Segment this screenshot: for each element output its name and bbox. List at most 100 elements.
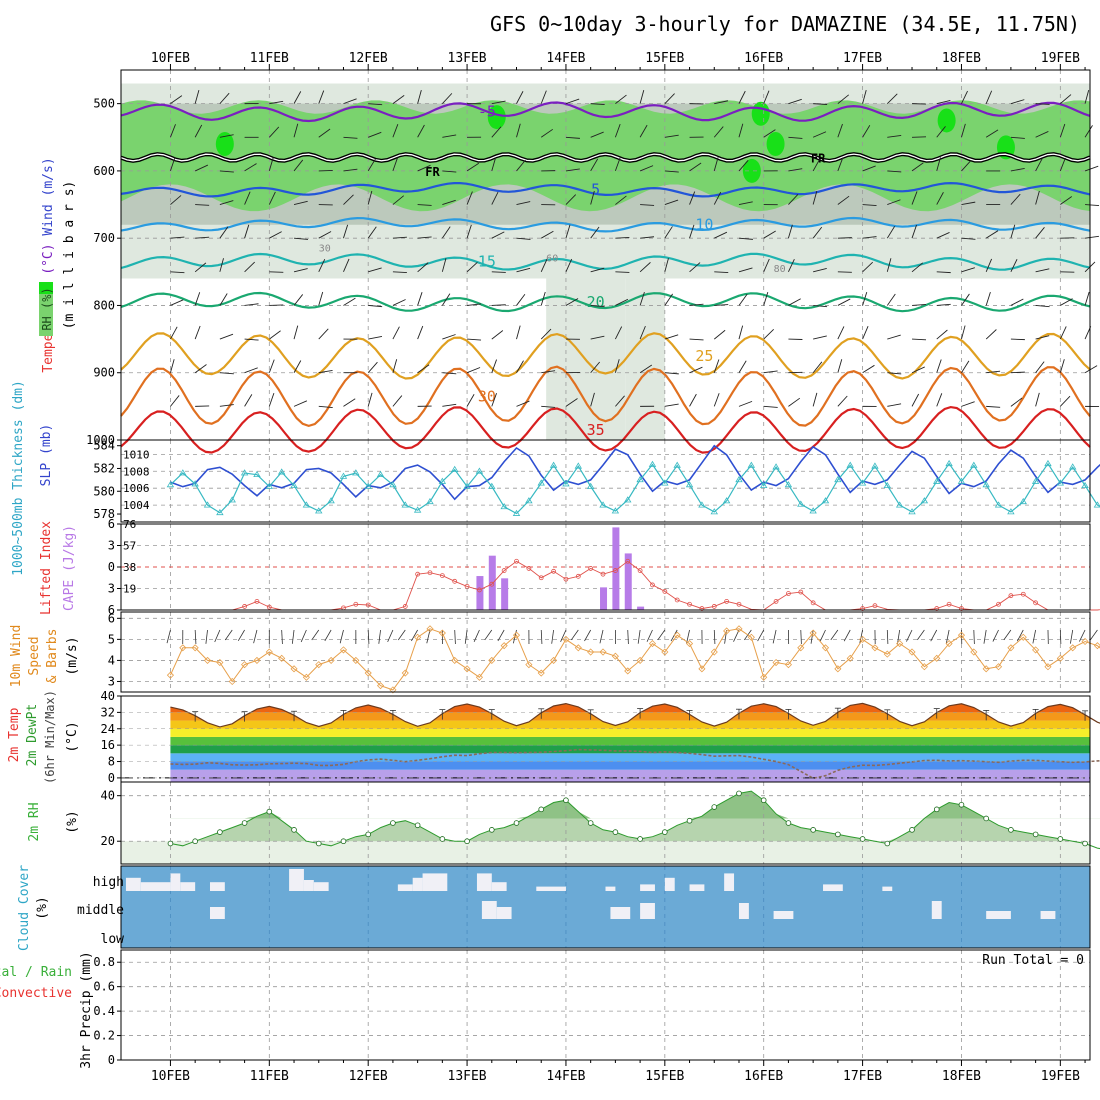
- slp-marker: [364, 482, 372, 489]
- wind-barb: [541, 230, 554, 239]
- wind-speed-marker: [673, 631, 681, 639]
- cloud-high-bar: [397, 884, 413, 891]
- wind-speed-marker: [723, 627, 731, 635]
- wind-barb: [985, 329, 997, 340]
- wind-barb: [788, 397, 801, 407]
- wind-barb: [540, 128, 554, 138]
- wind-barb: [614, 359, 620, 373]
- rh-marker: [1032, 831, 1039, 838]
- y-tick-label: 600: [93, 164, 115, 178]
- wind-barb: [738, 237, 753, 240]
- slp-marker: [1068, 463, 1077, 470]
- wind-barb: [367, 392, 373, 407]
- date-label-bottom: 16FEB: [744, 1069, 783, 1084]
- wind-barb-10m: [1016, 629, 1024, 642]
- cloud-high-bar: [640, 884, 655, 891]
- slp-marker: [908, 508, 916, 515]
- wind-speed-marker: [920, 663, 928, 671]
- cape-bar: [637, 606, 645, 610]
- wind-barb: [343, 168, 358, 172]
- lifted-index-marker: [872, 603, 878, 609]
- wind-barb: [540, 258, 548, 273]
- wind-barb: [392, 195, 405, 205]
- wind-barb: [886, 293, 896, 306]
- slp-marker: [933, 477, 941, 484]
- slp-marker: [982, 481, 990, 488]
- wind-barb: [170, 157, 176, 172]
- wind-barb: [639, 165, 654, 172]
- wind-speed-marker: [327, 656, 335, 664]
- wind-barb: [812, 158, 821, 172]
- slp-marker: [920, 497, 929, 504]
- lifted-index-marker: [477, 587, 482, 593]
- wind-speed-marker: [945, 640, 953, 648]
- wind-barb-10m: [473, 629, 480, 643]
- wind-barb: [837, 195, 850, 205]
- wind-barb: [713, 393, 720, 407]
- wind-barb: [1035, 268, 1050, 273]
- wind-speed-marker: [512, 631, 521, 639]
- wind-barb: [219, 258, 224, 272]
- wind-barb: [763, 328, 774, 340]
- wind-barb: [565, 136, 580, 139]
- wind-barb-10m: [387, 629, 394, 643]
- wind-barb: [269, 304, 284, 306]
- chart-labels: GFS 0~10day 3-hourly for DAMAZINE (34.5E…: [0, 12, 1084, 1069]
- wind-speed-marker: [772, 658, 780, 667]
- wind-barb: [170, 395, 180, 407]
- wind-barb: [689, 224, 695, 239]
- rh-marker: [859, 836, 866, 842]
- wind-barb: [293, 294, 304, 306]
- rh-marker: [909, 827, 915, 833]
- wind-barb: [590, 305, 605, 308]
- wind-barb: [738, 325, 744, 340]
- slp-marker: [994, 501, 1003, 508]
- wind-barb: [664, 403, 679, 407]
- rh-marker: [662, 829, 668, 835]
- rh-marker: [736, 790, 742, 797]
- slp-marker: [1081, 481, 1089, 489]
- slp-marker: [475, 467, 484, 474]
- rh-marker: [439, 836, 446, 842]
- wind10m-panel-frame: [120, 611, 1091, 693]
- slp-marker: [438, 477, 447, 484]
- wind-barb-10m: [772, 629, 777, 644]
- slp-marker: [413, 506, 422, 513]
- wind-speed-marker: [216, 658, 224, 667]
- date-label-bottom: 18FEB: [942, 1069, 981, 1084]
- y-tick-label: 20: [101, 834, 115, 848]
- wind-barb: [442, 170, 457, 173]
- lifted-index-marker: [637, 568, 643, 573]
- wind-barb: [1035, 158, 1043, 172]
- wind-barb: [813, 335, 827, 340]
- wind-speed-marker: [982, 665, 990, 673]
- y-tick-label: 0: [108, 771, 115, 785]
- wind-barb: [738, 123, 744, 138]
- wind-barb: [442, 334, 456, 340]
- wind-barb: [911, 262, 924, 273]
- rh-marker: [365, 831, 371, 838]
- wind-speed-marker: [648, 640, 657, 648]
- wind-speed-marker: [760, 673, 768, 681]
- date-label-top: 15FEB: [645, 51, 684, 66]
- wind-barb-10m: [1003, 629, 1012, 641]
- wind-barb-10m: [378, 629, 381, 644]
- wind-barb: [466, 162, 480, 172]
- wind-barb: [812, 361, 823, 374]
- isotherm-label: 15: [478, 253, 496, 271]
- wind-barb-10m: [253, 629, 258, 644]
- wind-barb: [293, 200, 308, 205]
- wind-barb: [911, 303, 927, 306]
- wind-barb: [442, 403, 457, 407]
- wind-barb: [738, 293, 748, 306]
- lifted-index-marker: [489, 581, 495, 587]
- wind-barb: [714, 304, 729, 306]
- cape-tick-label: 76: [123, 518, 136, 531]
- slp-marker: [488, 482, 496, 489]
- wind-barb: [1084, 365, 1098, 374]
- rh-marker: [760, 797, 767, 804]
- cloud-high-bar: [882, 886, 893, 891]
- wind-speed-marker: [970, 648, 978, 656]
- wind-barb: [1060, 94, 1072, 104]
- wind-barb-10m: [1032, 629, 1037, 644]
